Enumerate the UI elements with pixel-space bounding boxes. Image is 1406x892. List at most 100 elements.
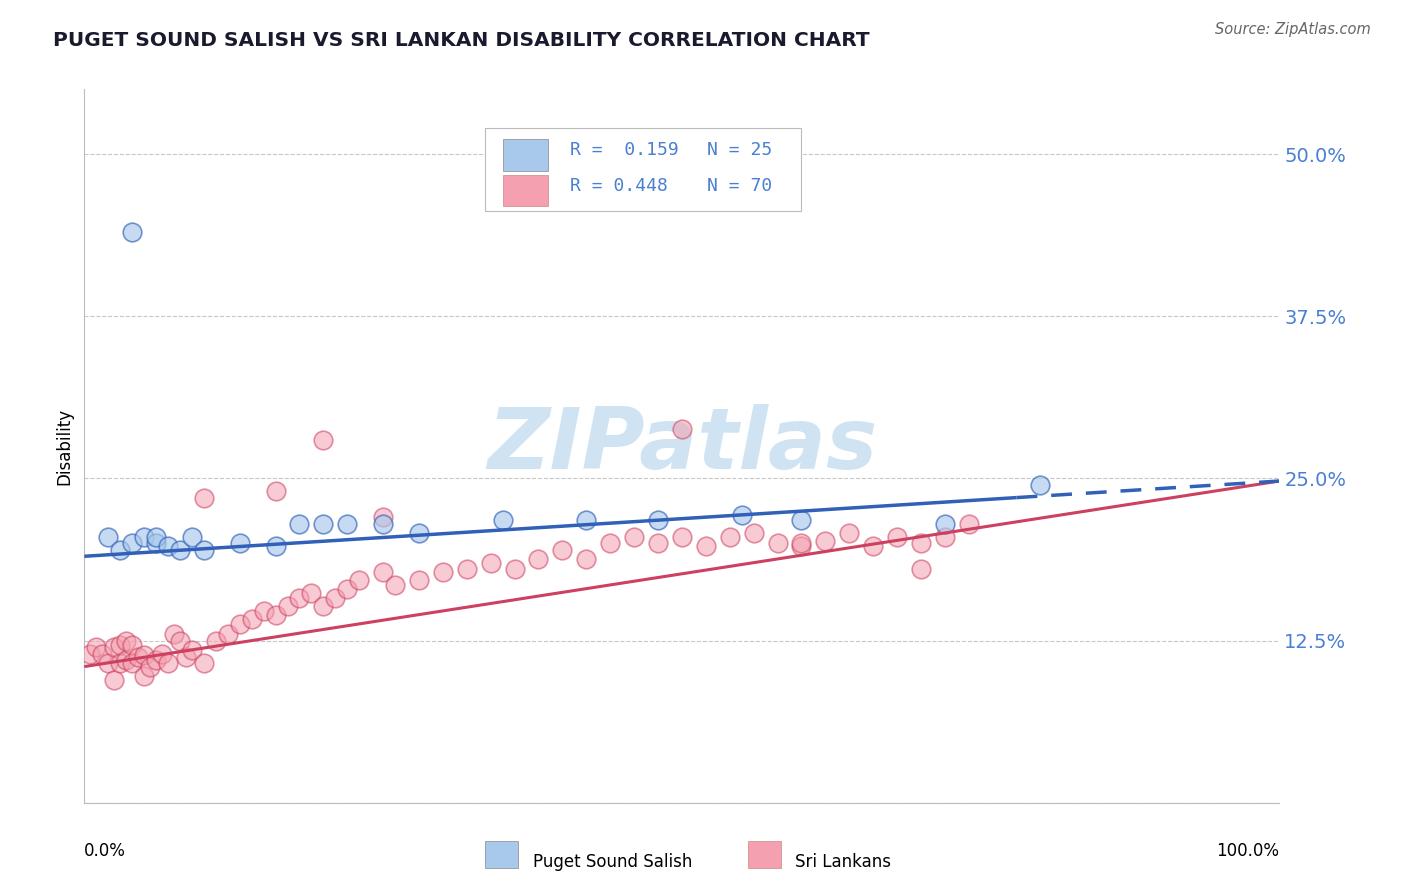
Point bbox=[86, 640, 108, 654]
Point bbox=[145, 530, 167, 544]
Point bbox=[838, 525, 860, 540]
Point bbox=[181, 530, 204, 544]
Point bbox=[790, 539, 813, 553]
Point bbox=[163, 627, 186, 641]
Point bbox=[492, 513, 515, 527]
Point bbox=[384, 578, 406, 592]
Point bbox=[288, 591, 311, 605]
Point bbox=[79, 647, 101, 661]
Point bbox=[623, 530, 645, 544]
Text: R =  0.159: R = 0.159 bbox=[569, 141, 678, 160]
Bar bbox=[748, 841, 782, 869]
Point bbox=[373, 510, 395, 524]
Point bbox=[790, 513, 813, 527]
Point bbox=[121, 656, 143, 670]
Point bbox=[599, 536, 621, 550]
Point bbox=[110, 638, 132, 652]
Point bbox=[934, 516, 956, 531]
Bar bbox=[485, 841, 519, 869]
Point bbox=[150, 647, 173, 661]
Text: N = 25: N = 25 bbox=[707, 141, 772, 160]
Point bbox=[132, 668, 156, 682]
Point bbox=[157, 656, 180, 670]
Point bbox=[157, 539, 180, 553]
Point bbox=[695, 539, 717, 553]
Point bbox=[132, 648, 156, 662]
Point bbox=[1029, 478, 1052, 492]
Point bbox=[910, 562, 932, 576]
Point bbox=[115, 633, 138, 648]
Point bbox=[312, 516, 335, 531]
Point bbox=[110, 656, 132, 670]
Point bbox=[790, 536, 813, 550]
Point bbox=[110, 542, 132, 557]
Point bbox=[432, 565, 454, 579]
Point bbox=[934, 530, 956, 544]
Point bbox=[181, 642, 204, 657]
Point bbox=[145, 536, 167, 550]
Y-axis label: Disability: Disability bbox=[55, 408, 73, 484]
Point bbox=[264, 607, 287, 622]
Point bbox=[373, 565, 395, 579]
Point bbox=[240, 611, 263, 625]
Point bbox=[910, 536, 932, 550]
Text: N = 70: N = 70 bbox=[707, 177, 772, 195]
Point bbox=[503, 562, 526, 576]
Point bbox=[862, 539, 884, 553]
Point bbox=[121, 638, 143, 652]
Point bbox=[193, 542, 215, 557]
Point bbox=[575, 552, 598, 566]
Point bbox=[336, 582, 359, 596]
Point bbox=[217, 627, 239, 641]
Point bbox=[479, 556, 502, 570]
Point bbox=[127, 650, 149, 665]
Point bbox=[301, 585, 323, 599]
Point bbox=[718, 530, 741, 544]
Point bbox=[264, 539, 287, 553]
Point bbox=[193, 656, 215, 670]
Point bbox=[229, 616, 252, 631]
Point bbox=[193, 491, 215, 505]
Point bbox=[527, 552, 550, 566]
Point bbox=[169, 633, 191, 648]
Text: Source: ZipAtlas.com: Source: ZipAtlas.com bbox=[1215, 22, 1371, 37]
Point bbox=[174, 650, 197, 665]
Point bbox=[336, 516, 359, 531]
Point bbox=[325, 591, 347, 605]
Point bbox=[731, 508, 754, 522]
Text: 100.0%: 100.0% bbox=[1216, 842, 1279, 860]
Point bbox=[103, 640, 125, 654]
Point bbox=[456, 562, 478, 576]
FancyBboxPatch shape bbox=[485, 128, 801, 211]
Point bbox=[766, 536, 789, 550]
Point bbox=[229, 536, 252, 550]
Bar bbox=[503, 139, 548, 170]
Point bbox=[551, 542, 574, 557]
Point bbox=[205, 633, 228, 648]
Point bbox=[288, 516, 311, 531]
Point bbox=[253, 604, 276, 618]
Point bbox=[373, 516, 395, 531]
Point bbox=[121, 536, 143, 550]
Text: PUGET SOUND SALISH VS SRI LANKAN DISABILITY CORRELATION CHART: PUGET SOUND SALISH VS SRI LANKAN DISABIL… bbox=[53, 31, 870, 50]
Text: ZIPatlas: ZIPatlas bbox=[486, 404, 877, 488]
Point bbox=[103, 673, 125, 687]
Point bbox=[349, 573, 371, 587]
Text: R = 0.448: R = 0.448 bbox=[569, 177, 668, 195]
Bar bbox=[503, 175, 548, 206]
Point bbox=[408, 573, 430, 587]
Text: 0.0%: 0.0% bbox=[84, 842, 127, 860]
Point bbox=[277, 599, 299, 613]
Point bbox=[139, 659, 162, 673]
Point bbox=[671, 422, 693, 436]
Point bbox=[575, 513, 598, 527]
Point bbox=[647, 513, 669, 527]
Text: Puget Sound Salish: Puget Sound Salish bbox=[533, 853, 692, 871]
Point bbox=[312, 599, 335, 613]
Point bbox=[814, 533, 837, 548]
Point bbox=[264, 484, 287, 499]
Point bbox=[169, 542, 191, 557]
Point bbox=[97, 656, 120, 670]
Point bbox=[132, 530, 156, 544]
Point bbox=[145, 653, 167, 667]
